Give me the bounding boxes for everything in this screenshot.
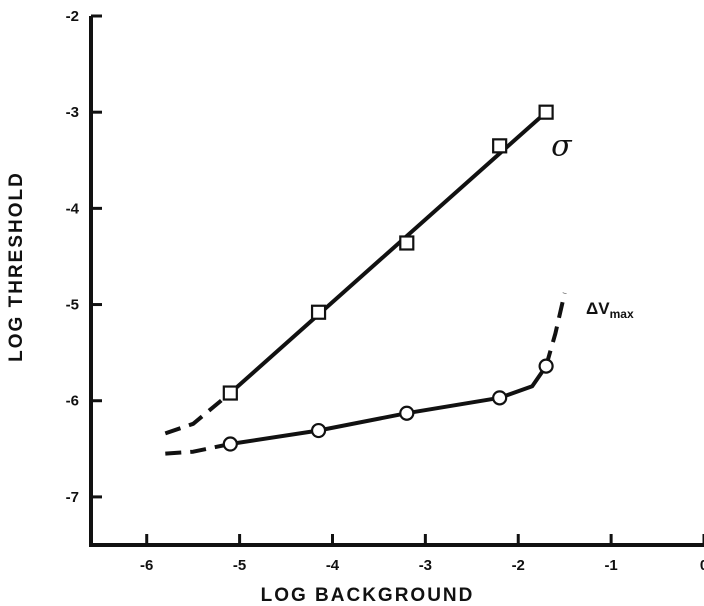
- delta-v-fit-dashed-right: [544, 292, 567, 367]
- series-label-subscript: max: [610, 307, 634, 321]
- y-tick-label: -6: [66, 393, 79, 410]
- axes: -6 -5 -4 -3 -2 -1 0 -2 -3 -4 -5 -6 -7: [66, 8, 704, 574]
- delta-v-point: [222, 436, 238, 452]
- delta-v-point: [310, 422, 327, 439]
- delta-v-point: [492, 390, 508, 406]
- delta-v-fit-dashed-left: [165, 442, 231, 456]
- x-tick-label: -1: [604, 557, 617, 574]
- delta-v-point: [399, 405, 415, 421]
- y-tick-label: -7: [66, 489, 79, 506]
- sigma-point: [492, 138, 508, 154]
- x-tick-label: -6: [140, 557, 153, 574]
- x-axis-title: LOG BACKGROUND: [261, 585, 475, 606]
- series-label-sigma: σ: [551, 128, 573, 163]
- delta-v-fit-line: [228, 364, 549, 446]
- y-tick-label: -5: [66, 297, 79, 314]
- sigma-fit-line: [228, 110, 549, 395]
- sigma-point: [310, 304, 327, 320]
- delta-v-point: [538, 358, 554, 374]
- fit-lines: [164, 110, 567, 456]
- x-tick-label: 0: [700, 557, 704, 574]
- x-tick-label: -2: [512, 557, 525, 574]
- x-tick-label: -3: [419, 557, 432, 574]
- y-tick-label: -2: [66, 8, 79, 25]
- y-axis-title: LOG THRESHOLD: [6, 171, 27, 362]
- y-tick-label: -4: [66, 200, 80, 217]
- sigma-point: [538, 104, 554, 120]
- data-markers: [222, 104, 554, 452]
- series-label-delta-v-max: ΔVmax: [586, 299, 634, 321]
- y-tick-label: -3: [66, 104, 79, 121]
- series-label-delta-v: ΔV: [586, 299, 610, 318]
- x-tick-label: -4: [326, 557, 340, 574]
- x-tick-label: -5: [233, 557, 246, 574]
- sigma-fit-dashed: [164, 391, 232, 436]
- sigma-point: [399, 235, 415, 251]
- sigma-point: [222, 385, 238, 401]
